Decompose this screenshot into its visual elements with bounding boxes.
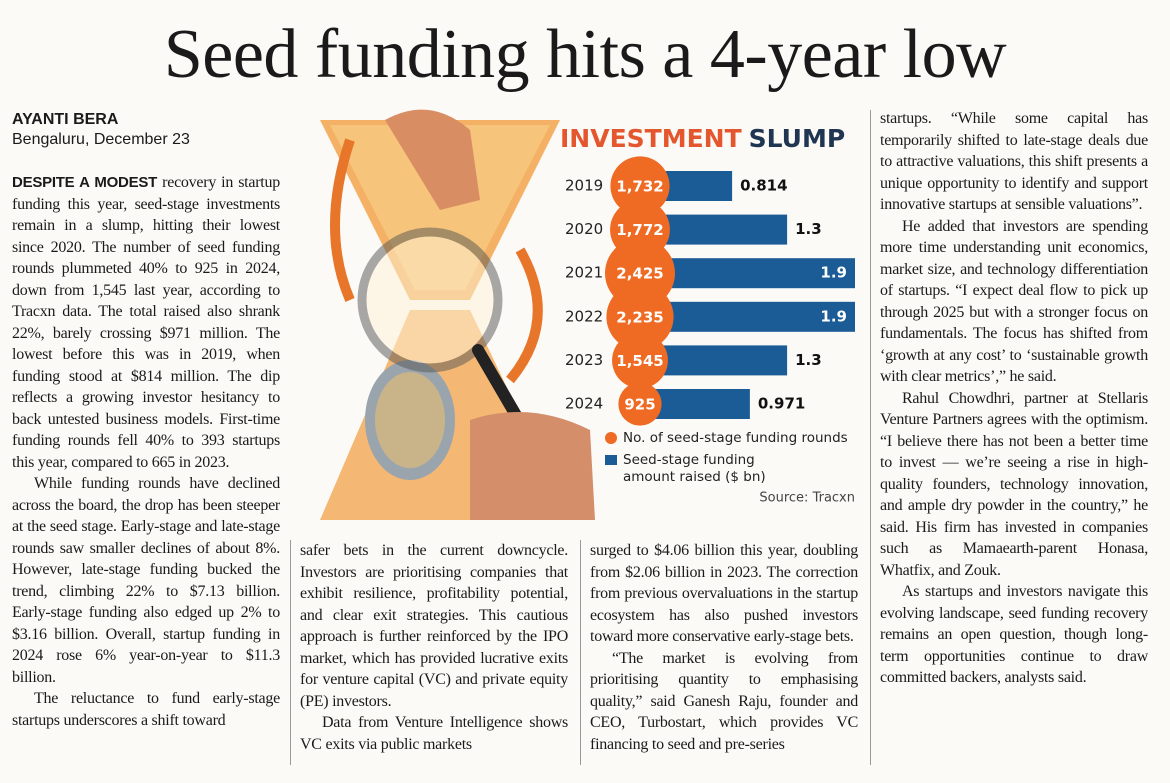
bar-value-label: 1.9 [820, 264, 847, 282]
text-column: startups. “While some capital has tempor… [880, 108, 1148, 763]
category-label: 2022 [565, 307, 603, 325]
bar [640, 301, 855, 332]
bar-value-label: 1.9 [820, 307, 847, 325]
legend-label-line: Seed-stage funding [623, 452, 755, 468]
bubble [618, 382, 662, 426]
author: AYANTI BERA [12, 111, 119, 128]
category-label: 2021 [565, 264, 603, 282]
bar-value-label: 1.3 [795, 220, 822, 238]
bubble [606, 283, 674, 351]
paragraph-text: He added that investors are spending mor… [880, 217, 1148, 386]
bubble [610, 156, 670, 216]
byline: AYANTI BERA Bengaluru, December 23 [12, 110, 190, 150]
paragraph: He added that investors are spending mor… [880, 216, 1148, 388]
column-rule [580, 540, 581, 765]
bubble-label: 1,545 [616, 352, 663, 370]
paragraph: While funding rounds have declined acros… [12, 473, 280, 688]
paragraph-text: surged to $4.06 billion this year, doubl… [590, 542, 858, 645]
bar-value-label: 1.3 [795, 351, 822, 369]
chart-source: Source: Tracxn [759, 491, 855, 506]
paragraph: As startups and investors navigate this … [880, 581, 1148, 689]
legend-swatch [605, 432, 617, 444]
headline: Seed funding hits a 4-year low [163, 16, 1007, 93]
paragraph: Rahul Chowdhri, partner at Stellaris Ven… [880, 388, 1148, 582]
bubble-label: 2,425 [616, 265, 663, 283]
paragraph: DESPITE A MODEST recovery in startup fun… [12, 172, 280, 473]
paragraph: safer bets in the current downcycle. Inv… [300, 540, 568, 712]
chart-title-word: SLUMP [749, 124, 846, 153]
paragraph: The reluctance to fund early-stage start… [12, 688, 280, 731]
bar-value-label: 0.814 [740, 177, 787, 195]
column-rule [870, 110, 871, 765]
chart-title: INVESTMENT SLUMP [560, 124, 845, 153]
bubble [612, 332, 668, 389]
paragraph: Data from Venture Intelligence shows VC … [300, 712, 568, 755]
category-label: 2019 [565, 177, 603, 195]
bubble-label: 2,235 [616, 308, 663, 326]
bubble-label: 925 [624, 396, 655, 414]
paragraph: “The market is evolving from prioritisin… [590, 648, 858, 756]
dateline: Bengaluru, December 23 [12, 131, 190, 148]
paragraph-text: “The market is evolving from prioritisin… [590, 649, 858, 753]
paragraph-text: As startups and investors navigate this … [880, 583, 1148, 686]
bar-value-label: 0.971 [758, 395, 805, 413]
category-label: 2024 [565, 395, 603, 413]
legend-label: Seed-stage funding amount raised ($ bn) [623, 452, 766, 485]
paragraph-text: The reluctance to fund early-stage start… [12, 690, 280, 729]
legend-label-line: amount raised ($ bn) [623, 469, 766, 485]
illustration [320, 109, 595, 520]
paragraph-text: Data from Venture Intelligence shows VC … [300, 714, 568, 753]
text-column: surged to $4.06 billion this year, doubl… [590, 540, 858, 765]
paragraph: surged to $4.06 billion this year, doubl… [590, 540, 858, 648]
bubble-label: 1,732 [616, 178, 663, 196]
bubble-label: 1,772 [616, 221, 663, 239]
text-column: DESPITE A MODEST recovery in startup fun… [12, 172, 280, 762]
legend-label: No. of seed-stage funding rounds [623, 430, 848, 446]
paragraph-text: recovery in startup funding this year, s… [12, 174, 280, 471]
paragraph-text: startups. “While some capital has tempor… [880, 110, 1148, 213]
paragraph-text: safer bets in the current downcycle. Inv… [300, 542, 568, 710]
paragraph: startups. “While some capital has tempor… [880, 108, 1148, 216]
column-rule [290, 540, 291, 765]
lead-in: DESPITE A MODEST [12, 174, 158, 191]
bar [640, 258, 855, 289]
text-column: safer bets in the current downcycle. Inv… [300, 540, 568, 765]
category-label: 2023 [565, 351, 603, 369]
chart-title-word: INVESTMENT [560, 124, 742, 153]
paragraph-text: Rahul Chowdhri, partner at Stellaris Ven… [880, 389, 1148, 579]
legend-swatch [605, 455, 617, 465]
category-label: 2020 [565, 220, 603, 238]
paragraph-text: While funding rounds have declined acros… [12, 475, 280, 686]
